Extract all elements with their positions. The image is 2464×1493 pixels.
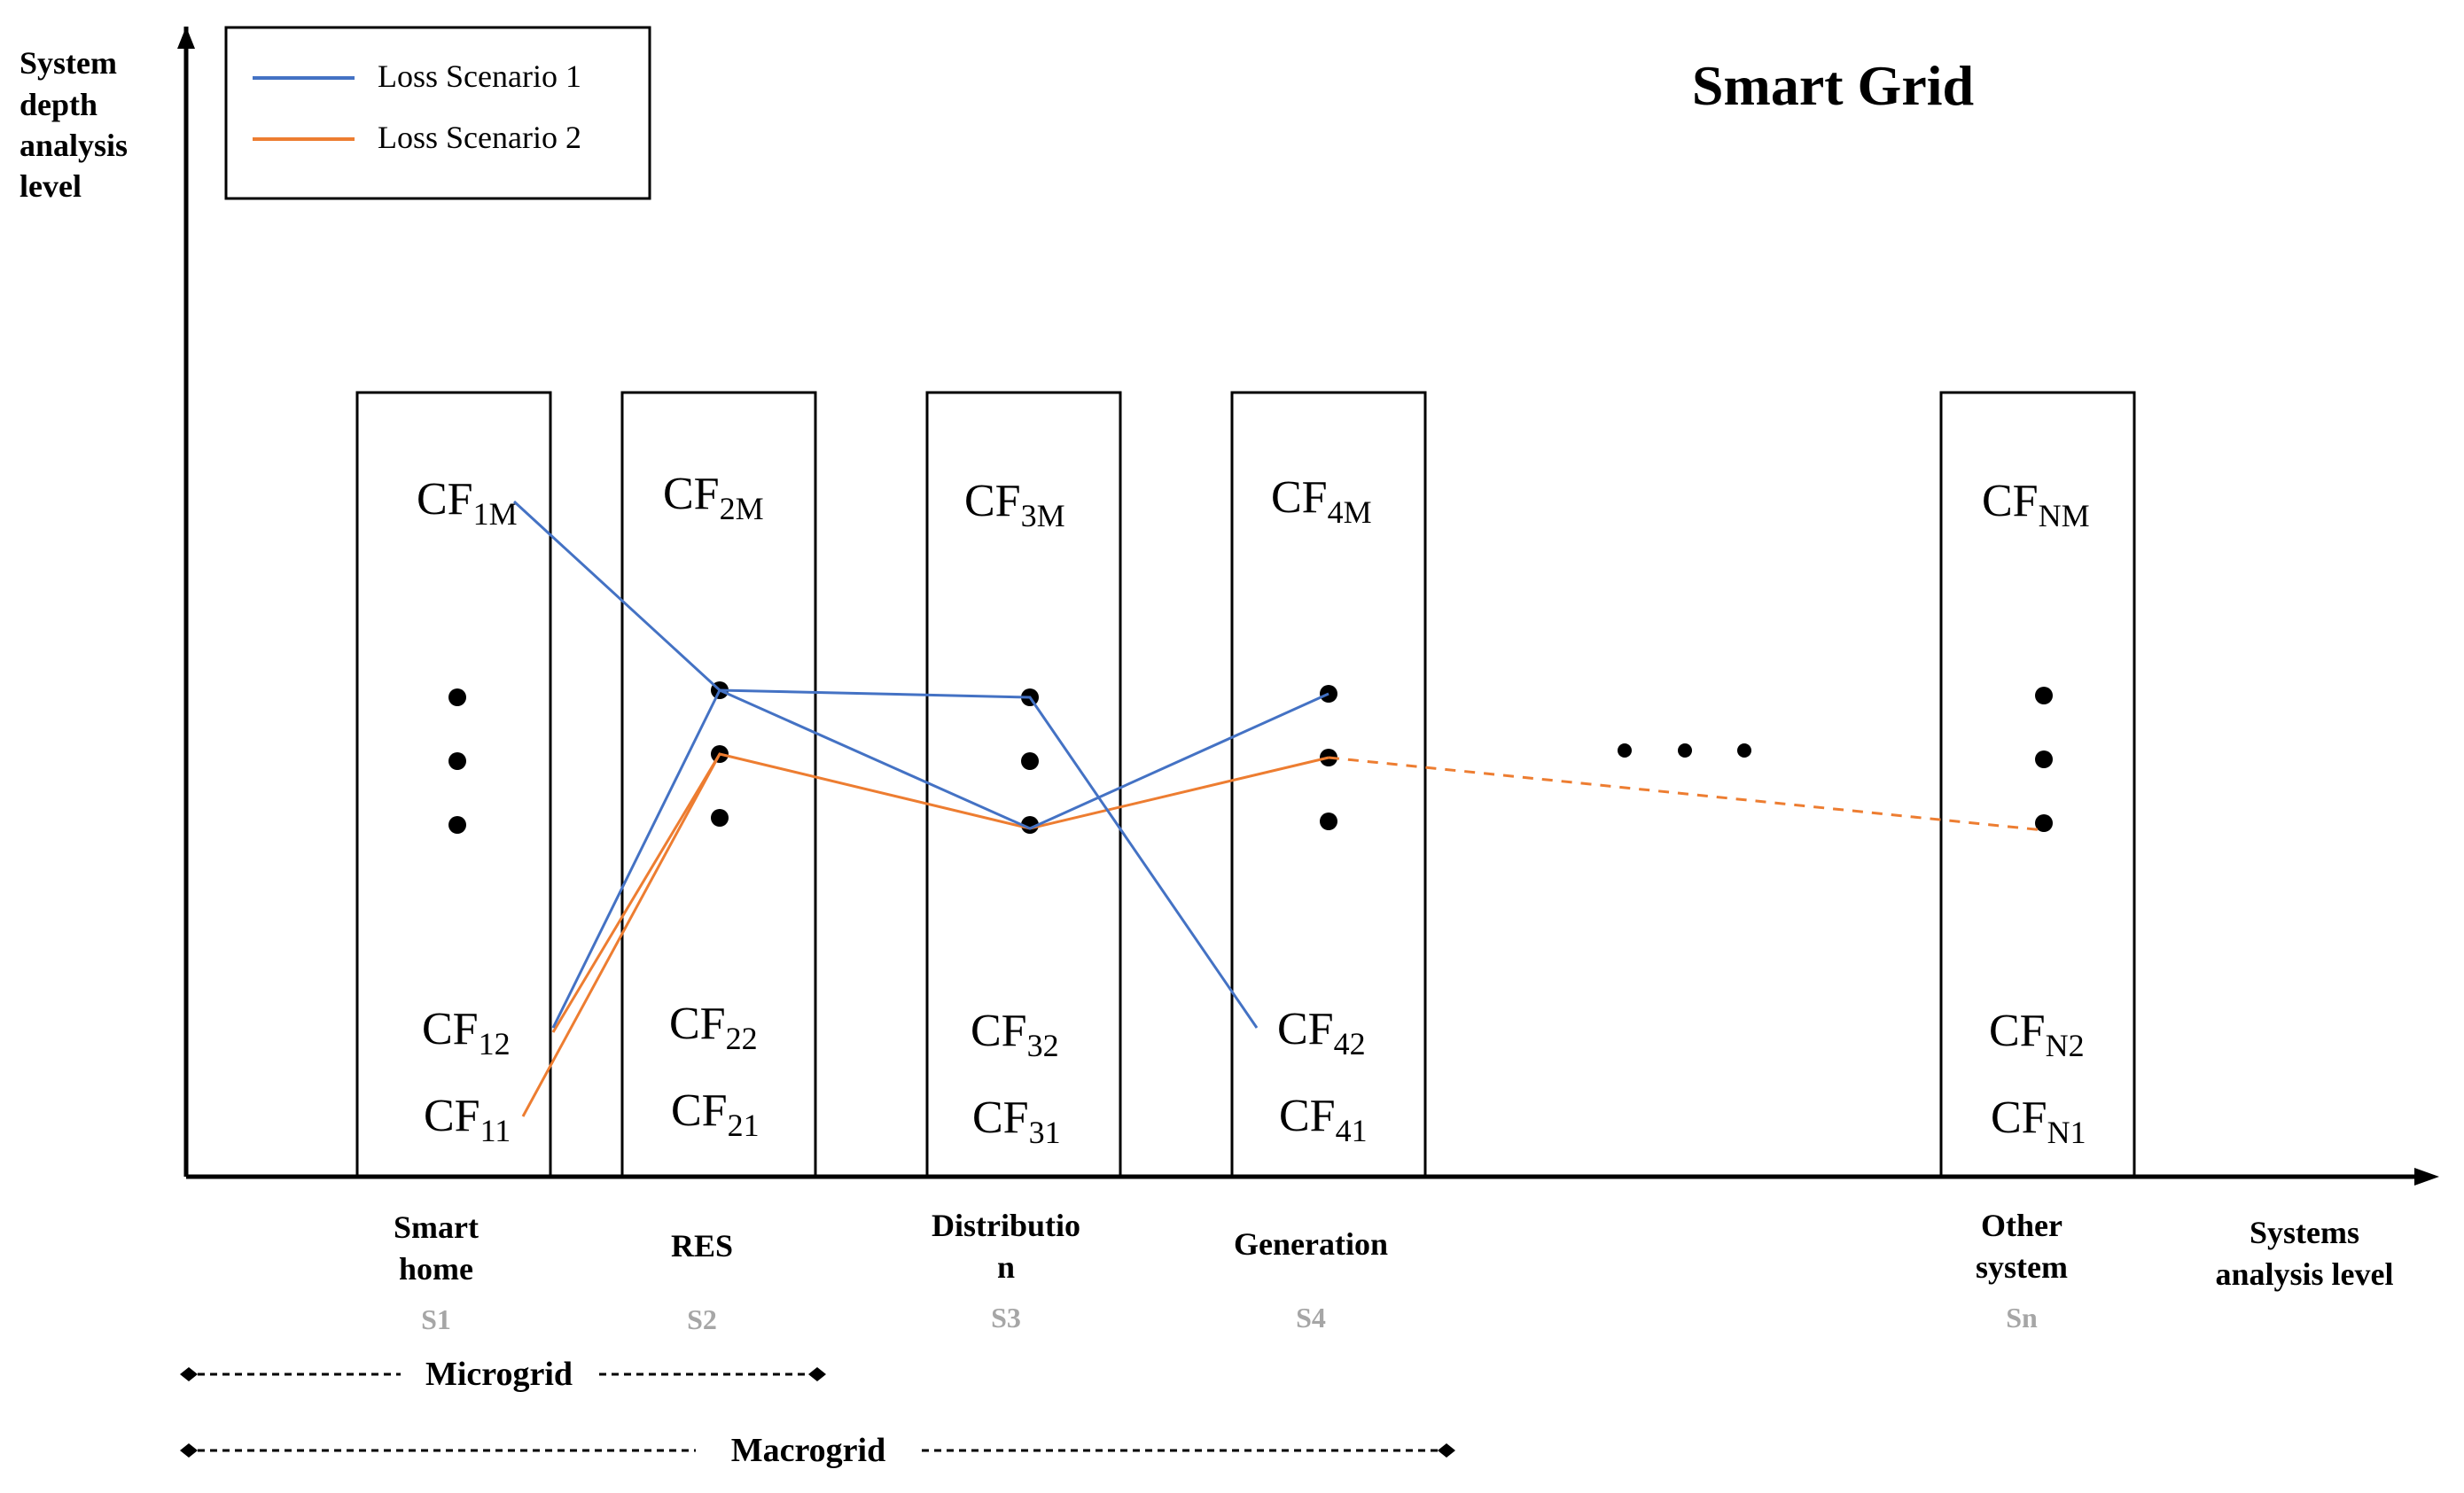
y-axis-label-line3: analysis xyxy=(19,128,128,163)
y-axis-arrowhead xyxy=(177,27,195,49)
system-id-sn: Sn xyxy=(2006,1302,2038,1334)
legend-label-scenario-1: Loss Scenario 1 xyxy=(378,58,581,94)
loss-scenario-2-path xyxy=(521,752,2045,1117)
system-id-s2: S2 xyxy=(687,1303,717,1335)
legend: Loss Scenario 1 Loss Scenario 2 xyxy=(224,26,651,200)
loss-scenario-1-path xyxy=(512,500,1329,1029)
microgrid-label: Microgrid xyxy=(425,1356,573,1393)
macrogrid-label: Macrogrid xyxy=(731,1432,885,1469)
dot-sn-c xyxy=(2035,814,2053,832)
system-id-s1: S1 xyxy=(421,1303,451,1335)
macrogrid-right-diamond xyxy=(1438,1443,1455,1458)
system-box-s3 xyxy=(925,391,1122,1178)
dot-s2-c xyxy=(711,809,729,827)
system-box-s1 xyxy=(355,391,552,1178)
system-id-s4: S4 xyxy=(1296,1302,1326,1334)
system-box-s2 xyxy=(620,391,817,1178)
microgrid-left-diamond xyxy=(180,1367,198,1381)
factor-s4-top: CF4M xyxy=(1271,472,1372,530)
system-name-s4: Generation xyxy=(1234,1226,1388,1262)
microgrid-bracket: Microgrid xyxy=(180,1356,826,1393)
hdot-2 xyxy=(1678,743,1692,758)
system-name-s3-line1: Distributio xyxy=(932,1208,1080,1243)
system-name-s3-line2: n xyxy=(997,1249,1015,1285)
dot-sn-b xyxy=(2035,750,2053,768)
system-box-sn xyxy=(1939,391,2136,1178)
scenario-2-segment-main xyxy=(521,752,1329,1117)
y-axis-label: System depth analysis level xyxy=(19,45,128,204)
y-axis-label-line1: System xyxy=(19,45,117,81)
legend-label-scenario-2: Loss Scenario 2 xyxy=(378,120,581,155)
factor-s1-top: CF1M xyxy=(417,474,518,532)
legend-box xyxy=(224,26,651,200)
y-axis-label-line2: depth xyxy=(19,87,97,122)
factor-s2-top: CF2M xyxy=(663,469,764,526)
scenario-2-segment-cf12 xyxy=(551,753,721,1033)
factor-s3-top: CF3M xyxy=(964,476,1065,533)
factor-s4-1: CF41 xyxy=(1279,1091,1368,1148)
dot-s3-b xyxy=(1021,752,1039,770)
dot-s1-b xyxy=(448,752,466,770)
factor-sn-1: CFN1 xyxy=(1991,1093,2086,1150)
system-name-sn-line1: Other xyxy=(1981,1208,2062,1243)
factor-s3-2: CF32 xyxy=(971,1006,1059,1063)
microgrid-right-diamond xyxy=(808,1367,826,1381)
dot-s3-c xyxy=(1021,816,1039,834)
factor-sn-2: CFN2 xyxy=(1989,1006,2085,1063)
factor-s2-2: CF22 xyxy=(669,999,758,1056)
factor-s4-2: CF42 xyxy=(1277,1004,1366,1061)
dot-sn-a xyxy=(2035,687,2053,704)
macrogrid-bracket: Macrogrid xyxy=(180,1432,1455,1469)
hdot-1 xyxy=(1618,743,1632,758)
macrogrid-left-diamond xyxy=(180,1443,198,1458)
system-box-s4 xyxy=(1230,391,1427,1178)
x-axis-label-line2: analysis level xyxy=(2215,1256,2393,1292)
x-axis-label-line1: Systems xyxy=(2250,1215,2359,1250)
system-name-s1-line2: home xyxy=(399,1251,473,1287)
dot-s4-c xyxy=(1320,813,1337,830)
system-name-sn-line2: system xyxy=(1976,1249,2068,1285)
factor-s1-2: CF12 xyxy=(422,1004,511,1061)
system-name-s1-line1: Smart xyxy=(394,1209,479,1245)
scenario-2-segment-dashed xyxy=(1328,756,2045,832)
factor-s3-1: CF31 xyxy=(972,1093,1061,1150)
hdot-3 xyxy=(1737,743,1751,758)
system-name-s2: RES xyxy=(671,1228,733,1264)
factor-s1-1: CF11 xyxy=(424,1091,511,1148)
y-axis-label-line4: level xyxy=(19,168,82,204)
x-axis-arrowhead xyxy=(2414,1168,2439,1186)
dot-s1-c xyxy=(448,816,466,834)
diagram-title: Smart Grid xyxy=(1692,54,1974,117)
factor-sn-top: CFNM xyxy=(1982,476,2090,533)
scenario-1-segment-b xyxy=(551,688,1259,1029)
system-id-s3: S3 xyxy=(991,1302,1021,1334)
factor-s2-1: CF21 xyxy=(671,1085,760,1143)
horizontal-ellipsis-dots xyxy=(1618,743,1751,758)
scenario-1-segment-a xyxy=(512,500,1329,830)
dot-s1-a xyxy=(448,688,466,706)
